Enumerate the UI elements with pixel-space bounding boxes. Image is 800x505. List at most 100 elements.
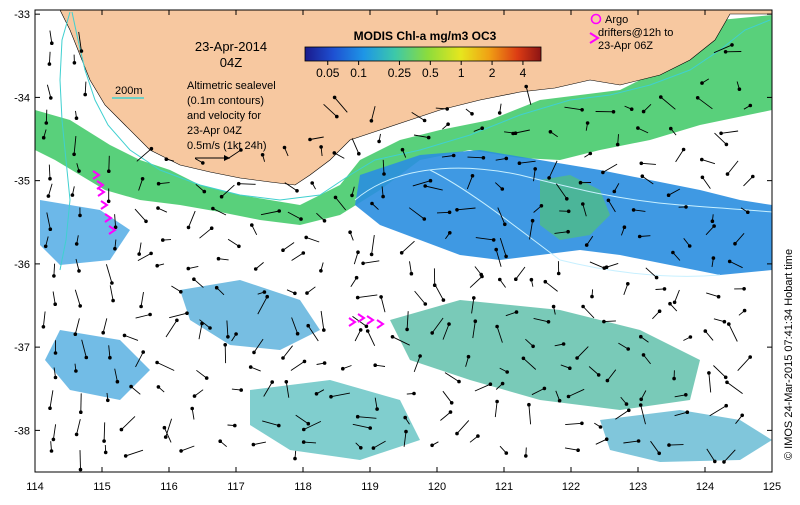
velocity-arrowhead [156,206,160,210]
velocity-arrowhead [447,322,451,326]
velocity-arrowhead [467,355,471,359]
velocity-arrowhead [544,280,548,284]
velocity-arrowhead [452,154,456,158]
velocity-arrowhead [381,195,385,199]
velocity-arrowhead [391,335,395,339]
velocity-arrowhead [722,460,726,464]
velocity-arrowhead [712,224,716,228]
velocity-arrowhead [669,127,673,131]
velocity-arrowhead [107,200,111,204]
velocity-arrowhead [515,310,519,314]
velocity-arrowhead [557,272,561,276]
velocity-arrowhead [642,110,646,114]
velocity-arrowhead [625,402,629,406]
velocity-arrowhead [319,269,323,273]
velocity-arrowhead [748,355,752,359]
velocity-arrowhead [139,305,143,309]
velocity-arrowhead [277,209,281,213]
velocity-arrowhead [449,410,453,414]
velocity-arrowhead [597,373,601,377]
velocity-arrowhead [637,439,641,443]
map-time: 04Z [220,55,242,70]
velocity-arrowhead [501,382,505,386]
velocity-arrowhead [370,202,374,206]
velocity-arrowhead [302,440,306,444]
velocity-arrowhead [626,347,630,351]
velocity-arrowhead [155,361,159,365]
velocity-arrowhead [357,152,361,156]
altimetry-note-line-1: Altimetric sealevel [187,80,276,92]
velocity-arrow [109,156,110,171]
lon-tick-label: 116 [160,481,178,493]
velocity-arrow [80,450,81,470]
velocity-arrowhead [102,439,106,443]
velocity-arrowhead [567,395,571,399]
velocity-arrowhead [144,220,148,224]
velocity-arrowhead [448,211,452,215]
velocity-arrowhead [531,345,535,349]
velocity-arrowhead [540,204,544,208]
velocity-arrowhead [165,157,169,161]
velocity-arrowhead [149,252,153,256]
velocity-arrowhead [601,171,605,175]
velocity-arrowhead [430,331,434,335]
velocity-arrowhead [192,277,196,281]
velocity-arrowhead [725,143,729,147]
velocity-arrowhead [190,407,194,411]
velocity-arrowhead [306,324,310,328]
velocity-arrowhead [688,244,692,248]
velocity-arrowhead [350,194,354,198]
velocity-arrowhead [175,319,179,323]
velocity-arrowhead [562,342,566,346]
velocity-arrowhead [303,360,307,364]
velocity-arrowhead [42,136,46,140]
velocity-arrowhead [689,335,693,339]
velocity-arrowhead [365,325,369,329]
velocity-arrowhead [632,208,636,212]
velocity-arrowhead [299,217,303,221]
velocity-arrowhead [150,147,154,151]
velocity-arrowhead [44,245,48,249]
velocity-arrowhead [120,428,124,432]
velocity-arrowhead [719,132,723,136]
lon-tick-label: 120 [428,481,446,493]
velocity-arrowhead [505,451,509,455]
velocity-arrowhead [75,242,79,246]
velocity-arrowhead [375,407,379,411]
velocity-arrowhead [672,377,676,381]
velocity-arrowhead [445,107,449,111]
velocity-arrowhead [701,176,705,180]
velocity-arrowhead [161,238,165,242]
velocity-arrowhead [684,205,688,209]
velocity-arrowhead [203,190,207,194]
velocity-arrowhead [187,226,191,230]
velocity-arrowhead [470,112,474,116]
velocity-arrowhead [471,174,475,178]
velocity-arrowhead [636,126,640,130]
velocity-arrowhead [355,276,359,280]
velocity-arrowhead [356,415,360,419]
velocity-arrowhead [104,451,108,455]
velocity-arrowhead [334,196,338,200]
velocity-arrowhead [658,309,662,313]
velocity-arrowhead [281,356,285,360]
velocity-arrowhead [590,295,594,299]
altimetry-note-line-2: (0.1m contours) [187,95,264,107]
velocity-arrowhead [474,319,478,323]
velocity-arrowhead [623,225,627,229]
velocity-arrowhead [700,81,704,85]
velocity-arrowhead [308,138,312,142]
velocity-arrowhead [250,223,254,227]
velocity-arrowhead [54,376,58,380]
velocity-arrowhead [668,302,672,306]
lat-tick-label: -38 [14,425,30,437]
velocity-arrowhead [738,87,742,91]
velocity-arrowhead [505,370,509,374]
velocity-arrowhead [707,371,711,375]
velocity-arrowhead [53,302,57,306]
velocity-arrowhead [341,367,345,371]
velocity-arrowhead [530,278,534,282]
velocity-arrowhead [48,62,52,66]
velocity-arrowhead [730,43,734,47]
